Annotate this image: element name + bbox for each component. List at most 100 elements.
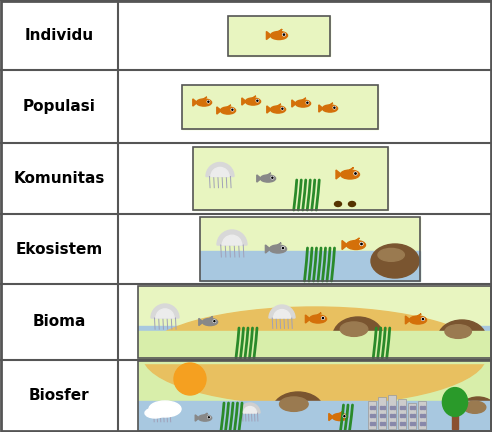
Ellipse shape	[270, 245, 286, 253]
Circle shape	[422, 318, 424, 321]
Bar	[138, 326, 491, 358]
Bar	[390, 406, 392, 409]
Ellipse shape	[458, 397, 492, 429]
Bar	[403, 414, 405, 417]
Circle shape	[213, 320, 215, 322]
Polygon shape	[277, 243, 281, 245]
Wedge shape	[244, 407, 256, 413]
Bar	[182, 85, 378, 128]
Bar	[138, 401, 491, 431]
Circle shape	[214, 321, 215, 322]
Polygon shape	[267, 106, 271, 113]
Circle shape	[256, 100, 258, 102]
Bar	[383, 422, 385, 425]
Circle shape	[283, 34, 284, 35]
Ellipse shape	[309, 315, 327, 323]
Circle shape	[174, 363, 206, 395]
Circle shape	[208, 101, 209, 102]
Bar	[409, 406, 411, 409]
Polygon shape	[336, 170, 341, 179]
Bar	[388, 395, 396, 429]
Polygon shape	[349, 168, 353, 170]
Bar	[379, 406, 381, 409]
Ellipse shape	[378, 248, 404, 261]
Circle shape	[354, 172, 357, 175]
Wedge shape	[156, 309, 174, 318]
Bar	[373, 422, 375, 425]
Ellipse shape	[143, 307, 486, 405]
Text: Bioma: Bioma	[32, 314, 86, 330]
Ellipse shape	[196, 99, 212, 106]
Ellipse shape	[322, 105, 338, 112]
Bar	[383, 414, 385, 417]
Bar	[390, 414, 392, 417]
Bar	[138, 331, 491, 363]
Bar	[138, 286, 491, 358]
Bar	[368, 401, 376, 429]
Ellipse shape	[340, 170, 360, 179]
Bar	[400, 414, 401, 417]
Polygon shape	[193, 99, 197, 106]
Bar	[413, 422, 415, 425]
Circle shape	[334, 107, 335, 108]
Bar	[373, 406, 375, 409]
Bar	[369, 406, 371, 409]
Polygon shape	[303, 98, 306, 100]
Circle shape	[257, 100, 258, 101]
Polygon shape	[405, 316, 410, 324]
Circle shape	[333, 107, 336, 109]
Circle shape	[344, 416, 345, 417]
Bar	[398, 399, 406, 429]
Text: Individu: Individu	[25, 28, 93, 42]
Ellipse shape	[246, 98, 261, 105]
Text: Ekosistem: Ekosistem	[15, 241, 103, 257]
Bar	[413, 414, 415, 417]
Polygon shape	[199, 318, 203, 326]
Circle shape	[208, 417, 209, 418]
Ellipse shape	[198, 415, 212, 421]
Polygon shape	[204, 97, 207, 99]
Wedge shape	[211, 167, 229, 177]
Ellipse shape	[464, 401, 486, 413]
Wedge shape	[222, 235, 242, 245]
Ellipse shape	[333, 317, 383, 355]
Ellipse shape	[409, 316, 427, 324]
Wedge shape	[155, 406, 169, 413]
Circle shape	[343, 415, 345, 417]
Ellipse shape	[346, 241, 366, 250]
Bar	[423, 414, 425, 417]
Wedge shape	[274, 310, 290, 318]
Wedge shape	[217, 230, 247, 245]
Bar	[409, 414, 411, 417]
Bar	[383, 406, 385, 409]
Circle shape	[272, 177, 273, 178]
Polygon shape	[292, 100, 296, 107]
Bar	[200, 251, 420, 281]
Bar	[423, 422, 425, 425]
Ellipse shape	[340, 322, 368, 337]
Circle shape	[307, 102, 308, 104]
Ellipse shape	[149, 401, 181, 417]
Polygon shape	[306, 315, 310, 323]
Ellipse shape	[335, 201, 341, 206]
Circle shape	[271, 177, 274, 179]
Ellipse shape	[279, 397, 308, 411]
Polygon shape	[342, 241, 347, 250]
Bar	[403, 406, 405, 409]
Ellipse shape	[333, 413, 348, 421]
Bar	[373, 414, 375, 417]
Circle shape	[282, 108, 283, 109]
Bar	[378, 397, 386, 429]
Bar	[193, 147, 388, 210]
Polygon shape	[228, 105, 231, 107]
Polygon shape	[257, 175, 261, 182]
Ellipse shape	[442, 388, 467, 416]
Ellipse shape	[445, 325, 471, 338]
Wedge shape	[151, 402, 173, 413]
Polygon shape	[268, 173, 271, 175]
Text: Populasi: Populasi	[23, 99, 95, 114]
Circle shape	[231, 108, 234, 111]
Circle shape	[208, 416, 210, 418]
Wedge shape	[269, 305, 295, 318]
Bar	[138, 361, 491, 431]
